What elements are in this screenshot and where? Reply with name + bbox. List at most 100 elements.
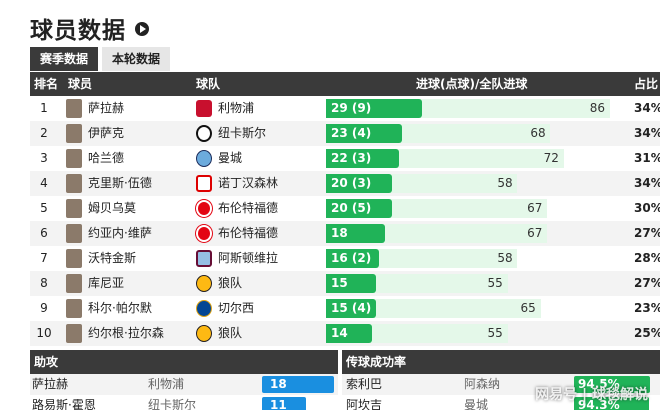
team-name[interactable]: 布伦特福德 xyxy=(218,201,279,215)
passing-player-name[interactable]: 阿坎吉 xyxy=(346,398,383,410)
share-cell: 27% xyxy=(634,226,660,240)
passing-panel-title: 传球成功率 xyxy=(342,350,660,374)
assists-panel-title: 助攻 xyxy=(30,350,338,374)
header-share[interactable]: 占比 xyxy=(634,77,659,91)
team-name[interactable]: 狼队 xyxy=(218,276,243,290)
share-cell: 30% xyxy=(634,201,660,215)
share-cell: 27% xyxy=(634,276,660,290)
player-name[interactable]: 克里斯·伍德 xyxy=(88,176,152,190)
passing-value: 94.3% xyxy=(578,398,620,410)
assist-value: 18 xyxy=(270,377,287,391)
assists-panel: 助攻 萨拉赫 利物浦 18 路易斯·霍恩 纽卡斯尔 11 xyxy=(30,350,338,410)
page-header: 球员数据 xyxy=(30,10,149,46)
player-avatar xyxy=(66,274,82,293)
team-name[interactable]: 利物浦 xyxy=(218,101,255,115)
share-cell: 31% xyxy=(634,151,660,165)
table-row[interactable]: 4 克里斯·伍德 诺丁汉森林 20 (3) 58 34% xyxy=(30,171,660,196)
player-name[interactable]: 萨拉赫 xyxy=(88,101,125,115)
team-name[interactable]: 曼城 xyxy=(218,151,243,165)
player-avatar xyxy=(66,199,82,218)
table-row[interactable]: 5 姆贝乌莫 布伦特福德 20 (5) 67 30% xyxy=(30,196,660,221)
table-row[interactable]: 2 伊萨克 纽卡斯尔 23 (4) 68 34% xyxy=(30,121,660,146)
player-name[interactable]: 科尔·帕尔默 xyxy=(88,301,152,315)
assist-team-name: 利物浦 xyxy=(148,377,185,391)
player-avatar xyxy=(66,299,82,318)
table-row[interactable]: 8 库尼亚 狼队 15 55 27% xyxy=(30,271,660,296)
player-name[interactable]: 姆贝乌莫 xyxy=(88,201,137,215)
table-row[interactable]: 7 沃特金斯 阿斯顿维拉 16 (2) 58 28% xyxy=(30,246,660,271)
player-goals-label: 15 (4) xyxy=(331,301,372,315)
villa-crest-icon xyxy=(196,250,212,267)
player-avatar xyxy=(66,324,82,343)
team-goals-label: 68 xyxy=(530,126,546,140)
assist-value: 11 xyxy=(270,398,287,410)
page-title: 球员数据 xyxy=(30,18,126,44)
assist-player-name[interactable]: 萨拉赫 xyxy=(32,377,69,391)
assist-bar xyxy=(262,397,306,410)
player-goals-bar xyxy=(326,299,376,318)
share-cell: 28% xyxy=(634,251,660,265)
passing-row[interactable]: 索利巴 阿森纳 94.5% xyxy=(342,374,660,395)
table-row[interactable]: 10 约尔根·拉尔森 狼队 14 55 25% xyxy=(30,321,660,346)
team-name[interactable]: 阿斯顿维拉 xyxy=(218,251,279,265)
share-cell: 23% xyxy=(634,301,660,315)
team-goals-label: 55 xyxy=(487,276,503,290)
player-name[interactable]: 哈兰德 xyxy=(88,151,125,165)
passing-bar xyxy=(574,397,650,410)
header-player[interactable]: 球员 xyxy=(68,77,93,91)
header-goals[interactable]: 进球(点球)/全队进球 xyxy=(416,77,528,91)
table-body: 1 萨拉赫 利物浦 29 (9) 86 34% 2 伊萨克 纽卡斯尔 23 (4… xyxy=(30,96,660,346)
passing-player-name[interactable]: 索利巴 xyxy=(346,377,383,391)
share-cell: 34% xyxy=(634,101,660,115)
rank-cell: 1 xyxy=(40,101,48,115)
newcastle-crest-icon xyxy=(196,125,212,142)
player-avatar xyxy=(66,174,82,193)
team-name[interactable]: 狼队 xyxy=(218,326,243,340)
header-team[interactable]: 球队 xyxy=(196,77,221,91)
team-name[interactable]: 纽卡斯尔 xyxy=(218,126,267,140)
team-goals-label: 58 xyxy=(497,251,513,265)
table-row[interactable]: 6 约亚内·维萨 布伦特福德 18 67 27% xyxy=(30,221,660,246)
team-goals-label: 55 xyxy=(487,326,503,340)
chelsea-crest-icon xyxy=(196,300,212,317)
player-name[interactable]: 约尔根·拉尔森 xyxy=(88,326,164,340)
rank-cell: 2 xyxy=(40,126,48,140)
player-name[interactable]: 伊萨克 xyxy=(88,126,125,140)
share-cell: 25% xyxy=(634,326,660,340)
player-avatar xyxy=(66,249,82,268)
brentford-crest-icon xyxy=(196,225,212,242)
team-name[interactable]: 切尔西 xyxy=(218,301,255,315)
player-name[interactable]: 库尼亚 xyxy=(88,276,125,290)
wolves-crest-icon xyxy=(196,325,212,342)
player-goals-label: 20 (3) xyxy=(331,176,372,190)
team-goals-label: 86 xyxy=(589,101,606,115)
table-row[interactable]: 1 萨拉赫 利物浦 29 (9) 86 34% xyxy=(30,96,660,121)
player-name[interactable]: 沃特金斯 xyxy=(88,251,137,265)
assist-player-name[interactable]: 路易斯·霍恩 xyxy=(32,398,96,410)
mancity-crest-icon xyxy=(196,150,212,167)
player-avatar xyxy=(66,124,82,143)
table-row[interactable]: 3 哈兰德 曼城 22 (3) 72 31% xyxy=(30,146,660,171)
header-rank[interactable]: 排名 xyxy=(34,77,59,91)
rank-cell: 5 xyxy=(40,201,48,215)
player-goals-label: 23 (4) xyxy=(331,126,372,140)
player-avatar xyxy=(66,99,82,118)
arrow-right-icon[interactable] xyxy=(135,22,149,36)
team-name[interactable]: 布伦特福德 xyxy=(218,226,279,240)
passing-panel: 传球成功率 索利巴 阿森纳 94.5% 阿坎吉 曼城 94.3% xyxy=(342,350,660,410)
rank-cell: 7 xyxy=(40,251,48,265)
player-goals-label: 29 (9) xyxy=(331,101,372,115)
player-name[interactable]: 约亚内·维萨 xyxy=(88,226,152,240)
team-name[interactable]: 诺丁汉森林 xyxy=(218,176,279,190)
tab-season-stats[interactable]: 赛季数据 xyxy=(30,47,99,71)
passing-row[interactable]: 阿坎吉 曼城 94.3% xyxy=(342,395,660,410)
table-row[interactable]: 9 科尔·帕尔默 切尔西 15 (4) 65 23% xyxy=(30,296,660,321)
assist-row[interactable]: 萨拉赫 利物浦 18 xyxy=(30,374,338,395)
tab-round-stats[interactable]: 本轮数据 xyxy=(102,47,171,71)
assist-row[interactable]: 路易斯·霍恩 纽卡斯尔 11 xyxy=(30,395,338,410)
rank-cell: 4 xyxy=(40,176,48,190)
passing-team-name: 曼城 xyxy=(464,398,489,410)
watermark: 网易号 | 球毯解说 xyxy=(535,387,648,403)
assist-bar xyxy=(262,376,334,393)
player-goals-label: 18 xyxy=(331,226,348,240)
